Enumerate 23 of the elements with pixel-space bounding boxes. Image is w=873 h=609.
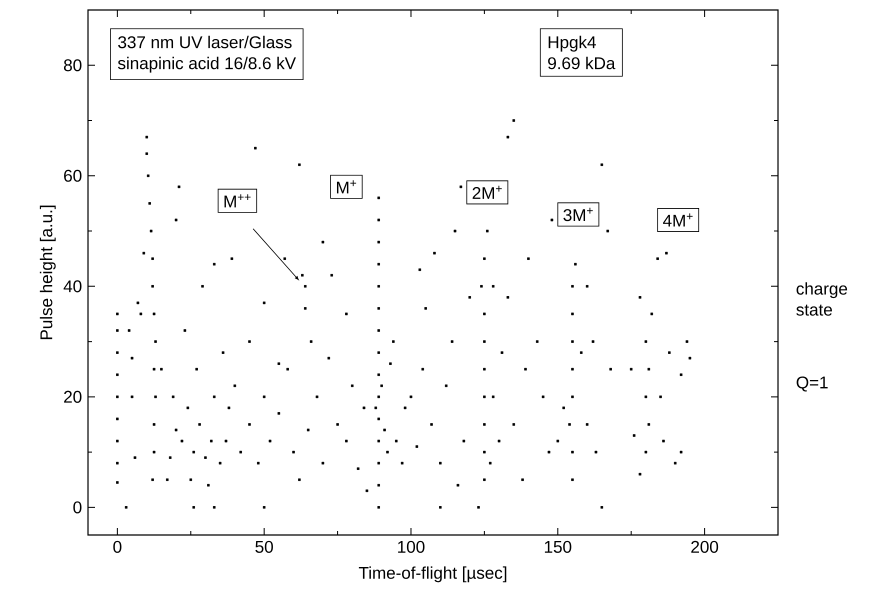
y-tick-label: 40 [64,280,82,292]
text: Q=1 [796,376,828,392]
x-tick-label: 150 [544,540,572,553]
y-tick-label: 80 [64,59,82,72]
x-axis-title: Time-of-flight [µsec] [358,566,506,582]
text: charge state [796,282,848,316]
annotation: Hpgk4 [548,36,596,52]
annotation: 9.69 kDa [548,56,616,70]
annotation: sinapinic acid 16/8.6 kV [118,56,296,73]
x-tick-label: 50 [255,540,273,553]
y-tick-label: 60 [64,170,82,182]
x-tick-label: 0 [113,540,122,553]
annotation: M$^{+}$ [336,180,356,194]
annotation: M$^{++}$ [224,194,251,208]
annotation: 3M$^{+}$ [563,208,593,222]
y-tick-label: 0 [73,501,82,514]
annotation: 2M$^{+}$ [472,186,502,199]
y-axis-title: Pulse height [a.u.] [40,206,56,340]
annotation: 4M$^{+}$ [663,213,693,227]
y-tick-label: 20 [64,390,82,403]
annotation: 337 nm UV laser/Glass [118,36,292,48]
x-tick-label: 200 [691,540,718,553]
x-tick-label: 100 [398,540,425,553]
